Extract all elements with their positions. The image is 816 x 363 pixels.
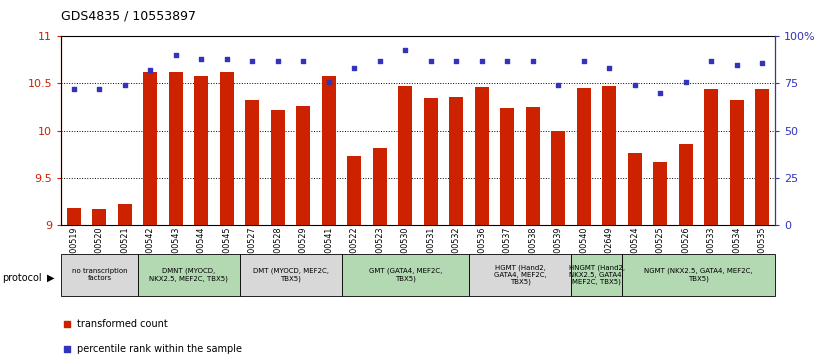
Point <box>603 65 616 71</box>
Point <box>578 58 591 64</box>
Text: DMT (MYOCD, MEF2C,
TBX5): DMT (MYOCD, MEF2C, TBX5) <box>253 268 329 282</box>
Bar <box>704 89 718 225</box>
Bar <box>144 72 157 225</box>
Bar <box>628 153 642 225</box>
Point <box>348 65 361 71</box>
Bar <box>220 72 234 225</box>
Bar <box>500 108 514 225</box>
Bar <box>571 254 622 296</box>
Point <box>730 62 743 68</box>
Bar <box>92 209 106 225</box>
Bar <box>679 144 693 225</box>
Point <box>220 56 233 62</box>
Point <box>399 46 412 52</box>
Point <box>424 58 437 64</box>
Text: GDS4835 / 10553897: GDS4835 / 10553897 <box>61 9 196 22</box>
Text: HNGMT (Hand2,
NKX2.5, GATA4,
MEF2C, TBX5): HNGMT (Hand2, NKX2.5, GATA4, MEF2C, TBX5… <box>569 265 625 285</box>
Point <box>195 56 208 62</box>
Bar <box>475 87 489 225</box>
Bar <box>373 148 387 225</box>
Bar <box>240 254 342 296</box>
Point <box>60 346 73 352</box>
Text: percentile rank within the sample: percentile rank within the sample <box>77 344 242 354</box>
Bar <box>450 97 463 225</box>
Point <box>118 82 131 88</box>
Bar <box>342 254 469 296</box>
Bar <box>322 76 336 225</box>
Text: protocol: protocol <box>2 273 42 283</box>
Bar <box>194 76 208 225</box>
Bar <box>654 162 667 225</box>
Point <box>144 68 157 73</box>
Bar <box>271 110 285 225</box>
Bar <box>169 72 183 225</box>
Bar <box>246 101 259 225</box>
Bar <box>602 86 616 225</box>
Bar <box>61 254 138 296</box>
Text: ▶: ▶ <box>47 273 55 283</box>
Point <box>322 79 335 85</box>
Text: DMNT (MYOCD,
NKX2.5, MEF2C, TBX5): DMNT (MYOCD, NKX2.5, MEF2C, TBX5) <box>149 268 228 282</box>
Point <box>680 79 693 85</box>
Bar <box>118 204 132 225</box>
Bar <box>622 254 775 296</box>
Bar <box>398 86 412 225</box>
Bar <box>469 254 571 296</box>
Point <box>654 90 667 96</box>
Bar <box>348 156 361 225</box>
Point <box>170 52 183 58</box>
Point <box>552 82 565 88</box>
Point <box>450 58 463 64</box>
Point <box>272 58 285 64</box>
Bar <box>424 98 438 225</box>
Bar <box>730 101 744 225</box>
Point <box>60 321 73 327</box>
Bar <box>756 89 769 225</box>
Point <box>246 58 259 64</box>
Point <box>628 82 641 88</box>
Bar <box>577 88 591 225</box>
Point <box>501 58 514 64</box>
Text: transformed count: transformed count <box>77 319 167 329</box>
Point <box>756 60 769 66</box>
Point <box>526 58 539 64</box>
Point <box>476 58 489 64</box>
Bar <box>67 208 81 225</box>
Text: NGMT (NKX2.5, GATA4, MEF2C,
TBX5): NGMT (NKX2.5, GATA4, MEF2C, TBX5) <box>645 268 753 282</box>
Point <box>374 58 387 64</box>
Bar <box>526 107 540 225</box>
Point <box>93 86 106 92</box>
Text: no transcription
factors: no transcription factors <box>72 269 127 281</box>
Point <box>297 58 310 64</box>
Bar <box>296 106 310 225</box>
Text: HGMT (Hand2,
GATA4, MEF2C,
TBX5): HGMT (Hand2, GATA4, MEF2C, TBX5) <box>494 265 547 285</box>
Bar <box>552 131 565 225</box>
Text: GMT (GATA4, MEF2C,
TBX5): GMT (GATA4, MEF2C, TBX5) <box>369 268 442 282</box>
Bar <box>138 254 240 296</box>
Point <box>705 58 718 64</box>
Point <box>68 86 81 92</box>
